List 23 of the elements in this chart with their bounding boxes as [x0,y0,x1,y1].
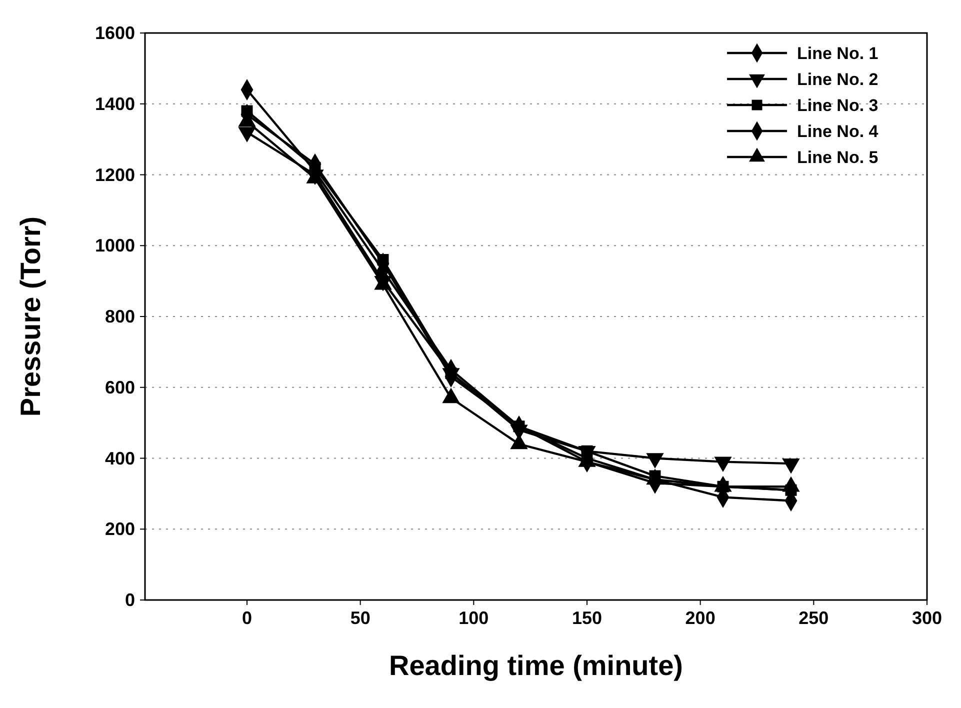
x-tick-label: 100 [458,608,489,628]
x-tick-label: 150 [572,608,602,628]
y-tick-label: 1400 [94,94,135,114]
y-tick-label: 1000 [94,236,135,256]
legend-label: Line No. 3 [797,96,878,115]
legend-label: Line No. 5 [797,148,878,167]
y-tick-label: 800 [104,306,135,326]
x-tick-label: 0 [242,608,252,628]
legend-label: Line No. 1 [797,44,878,63]
legend-label: Line No. 2 [797,70,878,89]
y-tick-label: 1600 [94,23,135,43]
y-tick-label: 400 [104,448,135,468]
x-tick-label: 300 [912,608,942,628]
x-tick-label: 250 [798,608,829,628]
legend-label: Line No. 4 [797,122,879,141]
y-axis-title: Pressure (Torr) [15,216,46,417]
x-tick-label: 50 [350,608,370,628]
y-tick-label: 1200 [94,164,135,185]
x-tick-label: 200 [685,608,716,628]
y-tick-label: 0 [124,590,135,610]
y-tick-label: 600 [104,377,135,398]
y-tick-label: 200 [104,519,135,540]
x-axis-title: Reading time (minute) [388,650,684,681]
